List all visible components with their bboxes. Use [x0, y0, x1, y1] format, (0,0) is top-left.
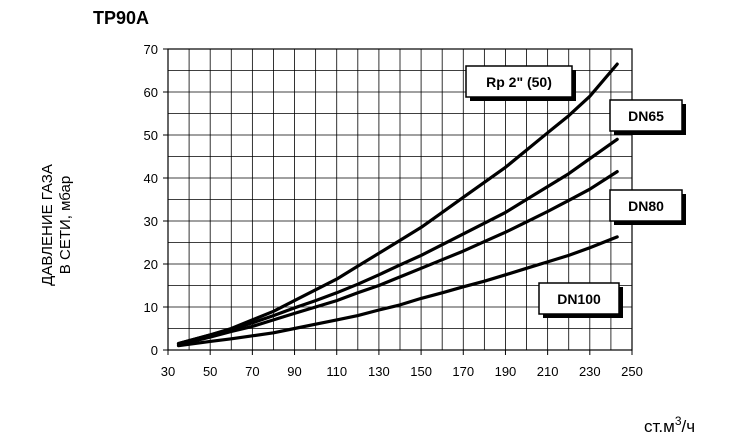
y-axis-label-line-2: В СЕТИ, мбар	[57, 176, 74, 274]
label-dn65: DN65	[609, 99, 686, 135]
x-tick-label: 150	[410, 364, 432, 379]
chart-title: TP90A	[93, 8, 149, 28]
label-rp2: Rp 2" (50)	[465, 65, 576, 101]
series-line-rp2	[176, 62, 619, 346]
x-tick-label: 190	[495, 364, 517, 379]
x-tick-label: 110	[326, 364, 347, 379]
y-tick-label: 50	[144, 128, 158, 143]
x-axis-label: ст.м3/ч	[644, 414, 695, 436]
y-tick-label: 60	[144, 85, 158, 100]
x-tick-label: 230	[579, 364, 601, 379]
label-dn80-text: DN80	[628, 198, 664, 214]
label-dn100: DN100	[538, 282, 623, 318]
x-tick-label: 210	[537, 364, 559, 379]
label-dn100-text: DN100	[557, 291, 601, 307]
y-tick-label: 40	[144, 171, 158, 186]
x-axis-ticks: 30 50 70 90 110 130 150 170 190 210 230 250	[161, 350, 643, 379]
x-tick-label: 170	[452, 364, 474, 379]
y-tick-label: 70	[144, 42, 158, 57]
y-tick-label: 30	[144, 214, 158, 229]
y-axis-label: ДАВЛЕНИЕ ГАЗА В СЕТИ, мбар	[39, 164, 74, 286]
series-line-dn65	[176, 137, 619, 346]
series-line-dn80	[176, 170, 619, 347]
x-tick-label: 30	[161, 364, 175, 379]
y-axis-label-line-1: ДАВЛЕНИЕ ГАЗА	[39, 164, 56, 286]
x-tick-label: 90	[287, 364, 301, 379]
y-axis-ticks: 0 10 20 30 40 50 60 70	[144, 42, 168, 358]
label-rp2-text: Rp 2" (50)	[486, 74, 552, 90]
label-dn65-text: DN65	[628, 108, 664, 124]
series-lines	[176, 62, 619, 348]
y-tick-label: 10	[144, 300, 158, 315]
label-dn80: DN80	[609, 189, 686, 225]
series-line-dn100	[176, 235, 619, 348]
x-tick-label: 250	[621, 364, 643, 379]
y-tick-label: 20	[144, 257, 158, 272]
x-tick-label: 50	[203, 364, 217, 379]
x-tick-label: 70	[245, 364, 259, 379]
x-tick-label: 130	[368, 364, 390, 379]
y-tick-label: 0	[151, 343, 158, 358]
